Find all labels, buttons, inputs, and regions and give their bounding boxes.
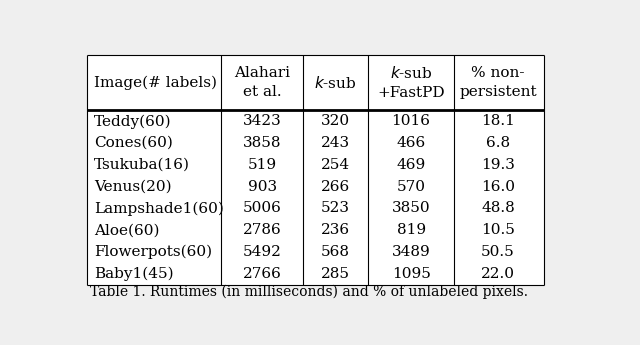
Text: 466: 466 bbox=[396, 136, 426, 150]
Text: Tsukuba(16): Tsukuba(16) bbox=[94, 158, 190, 172]
Text: 254: 254 bbox=[321, 158, 350, 172]
Text: % non-
persistent: % non- persistent bbox=[459, 66, 537, 99]
Text: Baby1(45): Baby1(45) bbox=[94, 267, 173, 281]
Text: 266: 266 bbox=[321, 180, 350, 194]
Text: 819: 819 bbox=[397, 223, 426, 237]
Text: Cones(60): Cones(60) bbox=[94, 136, 173, 150]
Text: 243: 243 bbox=[321, 136, 350, 150]
Text: 3858: 3858 bbox=[243, 136, 282, 150]
Text: Lampshade1(60): Lampshade1(60) bbox=[94, 201, 224, 216]
Text: 5006: 5006 bbox=[243, 201, 282, 216]
Text: 469: 469 bbox=[396, 158, 426, 172]
Text: 3489: 3489 bbox=[392, 245, 431, 259]
Text: 3850: 3850 bbox=[392, 201, 430, 216]
Text: 50.5: 50.5 bbox=[481, 245, 515, 259]
Text: Table 1. Runtimes (in milliseconds) and % of unlabeled pixels.: Table 1. Runtimes (in milliseconds) and … bbox=[90, 285, 528, 299]
Text: 16.0: 16.0 bbox=[481, 180, 515, 194]
Text: 519: 519 bbox=[248, 158, 277, 172]
Text: $k$-sub
+FastPD: $k$-sub +FastPD bbox=[377, 65, 445, 100]
Text: 18.1: 18.1 bbox=[481, 114, 515, 128]
Text: 19.3: 19.3 bbox=[481, 158, 515, 172]
Text: Image(# labels): Image(# labels) bbox=[94, 75, 217, 90]
Text: 1095: 1095 bbox=[392, 267, 431, 281]
Text: Venus(20): Venus(20) bbox=[94, 180, 172, 194]
Text: 570: 570 bbox=[397, 180, 426, 194]
Text: 3423: 3423 bbox=[243, 114, 282, 128]
Text: 48.8: 48.8 bbox=[481, 201, 515, 216]
Text: 6.8: 6.8 bbox=[486, 136, 510, 150]
Text: 5492: 5492 bbox=[243, 245, 282, 259]
Text: 22.0: 22.0 bbox=[481, 267, 515, 281]
Text: 320: 320 bbox=[321, 114, 350, 128]
Text: 903: 903 bbox=[248, 180, 277, 194]
Text: Alahari
et al.: Alahari et al. bbox=[234, 66, 291, 99]
Text: 1016: 1016 bbox=[392, 114, 431, 128]
Text: 2766: 2766 bbox=[243, 267, 282, 281]
Text: 10.5: 10.5 bbox=[481, 223, 515, 237]
Text: $k$-sub: $k$-sub bbox=[314, 75, 356, 91]
Text: 2786: 2786 bbox=[243, 223, 282, 237]
Bar bbox=[88, 55, 544, 285]
Text: 568: 568 bbox=[321, 245, 350, 259]
Text: 285: 285 bbox=[321, 267, 350, 281]
Text: 236: 236 bbox=[321, 223, 350, 237]
Text: Flowerpots(60): Flowerpots(60) bbox=[94, 245, 212, 259]
Text: Aloe(60): Aloe(60) bbox=[94, 223, 159, 237]
Text: 523: 523 bbox=[321, 201, 350, 216]
Text: Teddy(60): Teddy(60) bbox=[94, 114, 172, 129]
